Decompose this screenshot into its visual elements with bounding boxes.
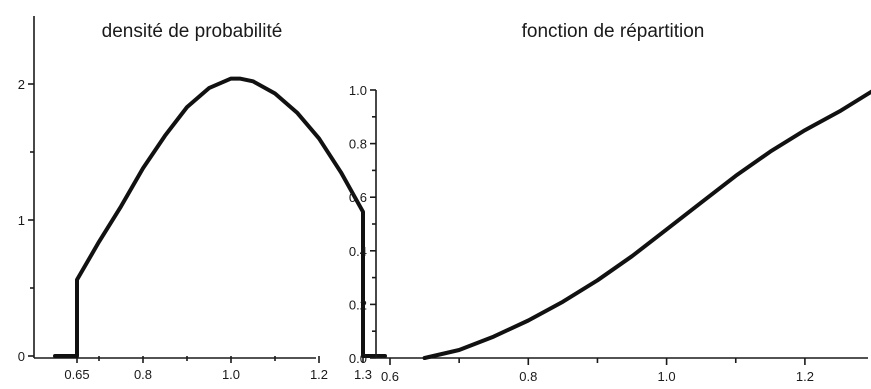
cdf-x-ticks: 0.6 0.8 1.0 1.2 [381,358,814,384]
x-tick-label: 0.65 [64,367,89,382]
density-y-ticks: 0 1 2 [18,77,34,364]
x-tick-label: 1.2 [796,369,814,384]
y-tick-label: 0.8 [349,137,367,152]
cdf-curve [422,89,871,360]
density-title: densité de probabilité [102,21,283,42]
y-tick-label: 1.0 [349,83,367,98]
y-tick-label: 0.6 [349,190,367,205]
density-x-ticks: 0.65 0.8 1.0 1.2 1.3 [64,356,372,382]
y-tick-label: 1 [18,213,25,228]
y-tick-label: 0 [18,349,25,364]
x-tick-label: 1.2 [310,367,328,382]
y-tick-label: 2 [18,77,25,92]
density-chart: densité de probabilité 0 1 2 0.65 0.8 1.0 1.2… [18,16,387,382]
density-curve [53,76,387,358]
y-tick-label: 0.0 [349,351,367,366]
y-tick-label: 0.4 [349,244,367,259]
cdf-y-ticks: 0.0 0.2 0.4 0.6 0.8 1.0 [349,83,376,366]
x-tick-label: 0.8 [134,367,152,382]
x-tick-label: 1.0 [222,367,240,382]
cdf-title: fonction de répartition [522,21,705,42]
x-tick-label: 1.3 [354,367,372,382]
x-tick-label: 1.0 [658,369,676,384]
cdf-chart: fonction de répartition 0.0 0.2 0.4 0.6 0.8 1… [349,21,871,384]
x-tick-label: 0.6 [381,369,399,384]
x-tick-label: 0.8 [519,369,537,384]
y-tick-label: 0.2 [349,297,367,312]
